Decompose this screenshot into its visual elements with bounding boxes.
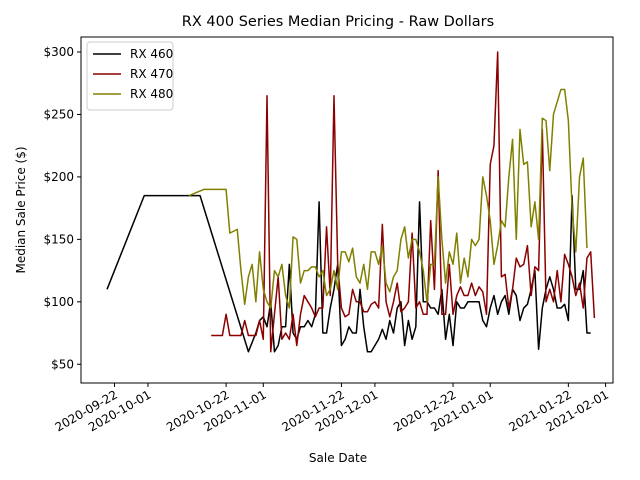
y-tick-label: $100 [43, 295, 74, 309]
y-tick-label: $250 [43, 107, 74, 121]
y-axis-title: Median Sale Price ($) [14, 146, 28, 273]
y-axis: $50 $100 $150 $200 $250 $300 [43, 45, 81, 371]
legend-label: RX 480 [130, 87, 173, 101]
plot-frame [80, 36, 614, 384]
x-axis-title: Sale Date [309, 451, 367, 465]
y-tick-label: $200 [43, 170, 74, 184]
legend: RX 460 RX 470 RX 480 [86, 41, 174, 111]
legend-box [86, 41, 174, 111]
chart-title: RX 400 Series Median Pricing - Raw Dolla… [182, 14, 494, 30]
y-tick-label: $50 [51, 357, 74, 371]
series-line-rx-470 [211, 51, 596, 353]
y-tick-label: $300 [43, 45, 74, 59]
plot-lines [106, 51, 596, 353]
series-line-rx-480 [188, 88, 588, 309]
y-tick-label: $150 [43, 232, 74, 246]
legend-label: RX 460 [130, 47, 173, 61]
legend-label: RX 470 [130, 67, 173, 81]
